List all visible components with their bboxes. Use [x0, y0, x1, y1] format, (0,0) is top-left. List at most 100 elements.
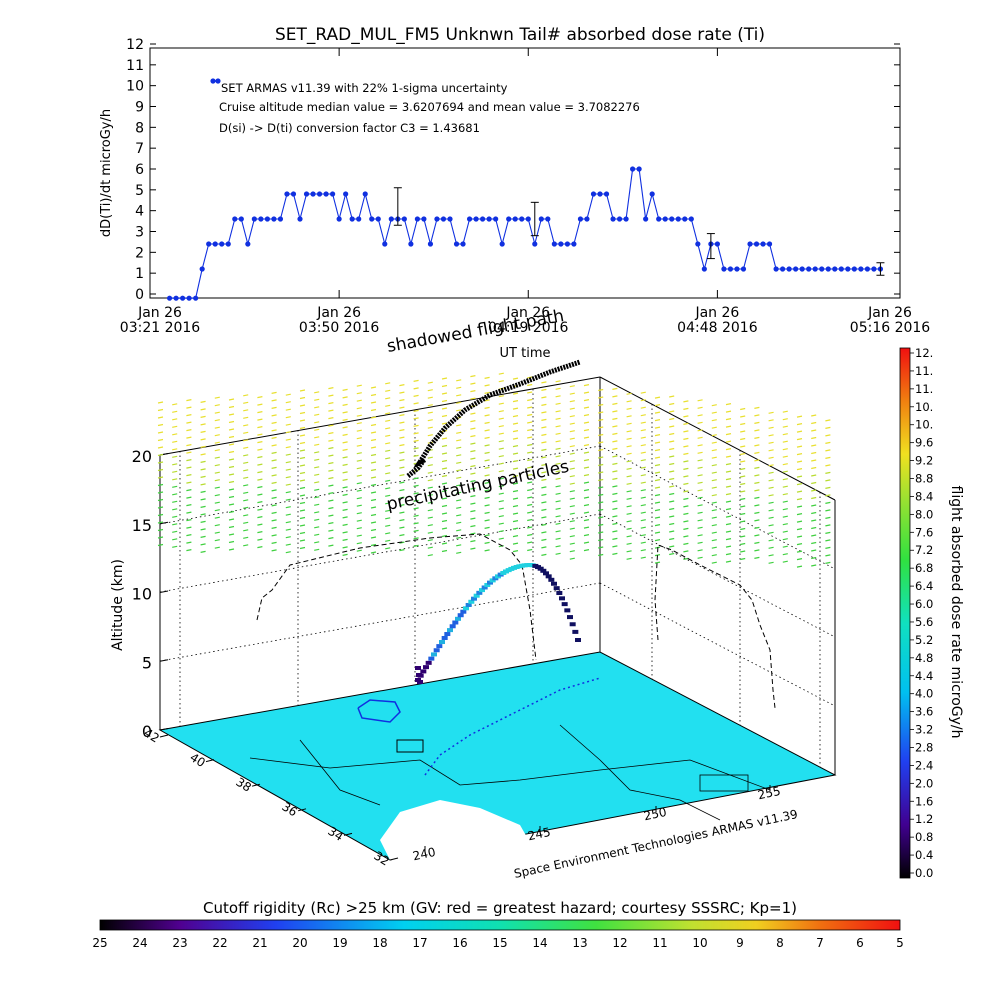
data-point	[232, 216, 238, 222]
particle-mark	[271, 429, 277, 432]
particle-mark	[612, 402, 618, 405]
particle-mark	[172, 493, 178, 496]
particle-mark	[271, 414, 277, 417]
particle-mark	[328, 417, 334, 420]
annotation-conversion: D(si) -> D(ti) conversion factor C3 = 1.…	[219, 121, 480, 135]
particle-mark	[527, 488, 533, 492]
particle-mark	[669, 410, 675, 413]
data-point	[675, 216, 681, 222]
particle-mark	[583, 436, 590, 439]
particle-mark	[342, 463, 348, 466]
particle-mark	[669, 522, 675, 526]
particle-mark	[441, 497, 448, 500]
particle-mark	[512, 527, 519, 530]
particle-mark	[441, 422, 448, 425]
particle-mark	[399, 504, 405, 507]
particle-mark	[456, 551, 462, 554]
particle-mark	[626, 467, 632, 470]
particle-mark	[484, 376, 490, 379]
data-point	[584, 216, 590, 222]
particle-mark	[541, 478, 547, 481]
track-point	[447, 628, 453, 633]
data-point	[734, 266, 740, 272]
y-tick-label: 11	[126, 58, 144, 74]
particle-mark	[612, 410, 618, 413]
particle-mark	[456, 536, 462, 539]
lat-tick-label: 38	[233, 775, 253, 795]
particle-mark	[385, 389, 391, 392]
particle-mark	[598, 471, 604, 474]
particle-mark	[796, 445, 803, 448]
data-point	[558, 241, 564, 247]
particle-mark	[328, 432, 334, 435]
particle-mark	[243, 499, 249, 502]
particle-mark	[271, 391, 277, 394]
colorbar-tick-label: 2.8	[915, 740, 933, 754]
rigidity-tick-label: 9	[736, 936, 744, 950]
particle-mark	[555, 507, 561, 510]
particle-mark	[413, 417, 419, 420]
track-point	[545, 574, 552, 579]
particle-mark	[811, 436, 817, 440]
particle-mark	[456, 521, 462, 524]
particle-mark	[427, 434, 433, 437]
particle-mark	[711, 486, 717, 489]
particle-mark	[583, 489, 590, 492]
particle-mark	[825, 501, 831, 504]
rigidity-tick-label: 8	[776, 936, 784, 950]
annotation-cruise-stats: Cruise altitude median value = 3.6207694…	[219, 100, 640, 114]
particle-mark	[385, 502, 391, 505]
particle-mark	[825, 449, 831, 452]
particle-mark	[598, 433, 604, 437]
particle-mark	[328, 462, 334, 465]
particle-mark	[441, 542, 448, 545]
particle-mark	[725, 508, 732, 511]
particle-mark	[328, 499, 334, 502]
particle-mark	[569, 527, 575, 530]
particle-mark	[683, 542, 689, 545]
particle-mark	[512, 550, 519, 553]
particle-mark	[541, 508, 547, 511]
particle-mark	[172, 485, 178, 488]
particle-mark	[470, 480, 476, 483]
rigidity-tick-label: 18	[372, 936, 387, 950]
rigidity-colorbar-ticks: 25 24 23 22 21 20 19 18 17 16 15 14 13 12 11 10 9 8 7 6 5	[92, 936, 903, 950]
data-point	[799, 266, 805, 272]
data-point	[845, 266, 851, 272]
particle-mark	[370, 423, 377, 427]
particle-mark	[669, 440, 675, 443]
particle-mark	[811, 564, 817, 567]
precipitating-particles	[157, 372, 831, 568]
particle-mark	[654, 539, 661, 542]
data-point	[427, 241, 434, 247]
particle-mark	[555, 477, 561, 480]
particle-mark	[740, 557, 746, 561]
particle-mark	[299, 456, 306, 460]
track-point	[481, 585, 488, 590]
particle-mark	[555, 515, 561, 518]
particle-mark	[740, 497, 746, 501]
particle-mark	[612, 545, 618, 548]
particle-mark	[796, 460, 803, 463]
particle-mark	[200, 490, 206, 493]
particle-mark	[697, 444, 703, 447]
particle-mark	[569, 385, 575, 388]
particle-mark	[342, 531, 348, 534]
particle-mark	[172, 410, 178, 413]
particle-mark	[456, 476, 462, 479]
particle-mark	[768, 479, 774, 482]
particle-mark	[512, 482, 519, 485]
particle-mark	[399, 489, 405, 492]
particle-mark	[626, 422, 632, 425]
particle-mark	[825, 419, 831, 422]
particle-mark	[711, 449, 717, 452]
particle-mark	[356, 482, 362, 485]
particle-mark	[711, 561, 717, 564]
particle-mark	[385, 419, 391, 422]
particle-mark	[243, 469, 249, 472]
data-point	[812, 266, 818, 272]
particle-mark	[825, 546, 831, 549]
particle-mark	[385, 427, 391, 430]
particle-mark	[441, 527, 448, 530]
